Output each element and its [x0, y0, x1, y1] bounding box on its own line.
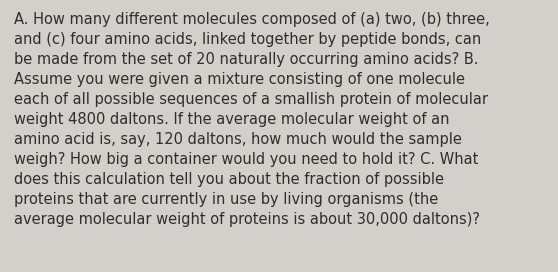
Text: A. How many different molecules composed of (a) two, (b) three,
and (c) four ami: A. How many different molecules composed… [14, 12, 490, 227]
